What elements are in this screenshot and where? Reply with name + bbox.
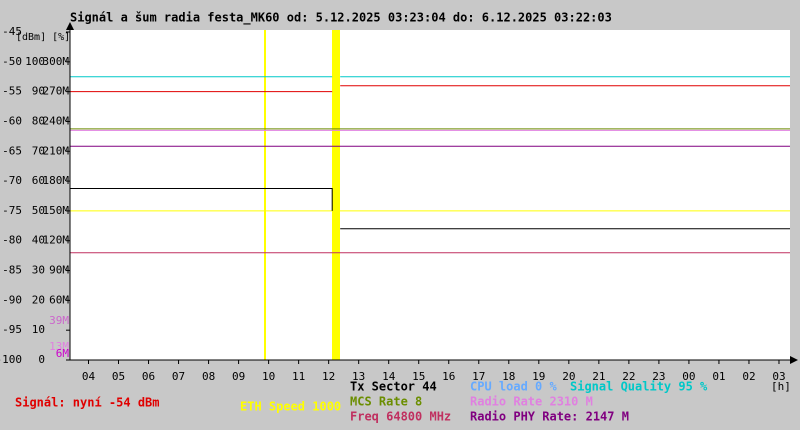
y3-tick-label: 60M [49,293,69,306]
x-tick-label: 11 [292,370,305,383]
y-tick-label: -65 [2,144,22,157]
y-tick-label: -100 [0,353,22,366]
y2-tick-label: 0 [38,353,45,366]
x-tick-label: 16 [442,370,455,383]
legend-entry: Radio PHY Rate: 2147 M [470,410,629,424]
y3-tick-label: 180M [43,174,70,187]
x-tick-label: 09 [232,370,245,383]
y-tick-label: -75 [2,204,22,217]
legend-entry: Signál: nyní -54 dBm [15,396,160,410]
y3-tick-label: 240M [43,114,70,127]
x-tick-label: 00 [682,370,695,383]
y3-marker-label: 6M [56,347,70,360]
legend-entry: MCS Rate 8 [350,395,422,409]
y-tick-label: -55 [2,85,22,98]
y3-marker-label: 39M [49,314,69,327]
y2-tick-label: 50 [32,204,45,217]
y3-tick-label: 210M [43,144,70,157]
y3-marker-label: 13M [49,340,69,353]
y-tick-label: -80 [2,234,22,247]
legend-entry: CPU load 0 % [470,380,557,394]
y2-tick-label: 100 [25,55,45,68]
y3-tick-label: 300M [43,55,70,68]
x-tick-label: 20 [562,370,575,383]
y2-tick-label: 10 [32,323,45,336]
x-tick-label: 10 [262,370,275,383]
y2-tick-label: 30 [32,264,45,277]
y-tick-label: -85 [2,264,22,277]
x-tick-label: 17 [472,370,485,383]
y-tick-label: -70 [2,174,22,187]
legend-entry: Signal Quality 95 % [570,380,708,394]
x-tick-label: 15 [412,370,425,383]
x-tick-label: 03 [772,370,785,383]
x-tick-label: 12 [322,370,335,383]
y-unit-label: [dBm] [%] [16,32,70,43]
y2-tick-label: 40 [32,234,45,247]
y-tick-label: -50 [2,55,22,68]
legend-entry: Radio Rate 2310 M [470,395,593,409]
y3-tick-label: 120M [43,234,70,247]
x-tick-label: 08 [202,370,215,383]
outage-band [332,30,340,360]
x-tick-label: 04 [82,370,96,383]
x-tick-label: 13 [352,370,365,383]
x-tick-label: 18 [502,370,515,383]
y2-tick-label: 60 [32,174,45,187]
series-line [70,188,790,230]
y2-tick-label: 80 [32,114,45,127]
chart-title: Signál a šum radia festa_MK60 od: 5.12.2… [70,11,612,26]
x-tick-label: 02 [742,370,755,383]
y-tick-label: -45 [2,25,22,38]
x-tick-label: 23 [652,370,665,383]
plot-area [70,30,790,360]
y3-tick-label: 270M [43,85,70,98]
legend-entry: Freq 64800 MHz [350,410,451,424]
y3-tick-label: 150M [43,204,70,217]
y-tick-label: -90 [2,293,22,306]
x-tick-label: 06 [142,370,155,383]
legend-entry: ETH Speed 1000 [240,400,341,414]
x-tick-label: 01 [712,370,725,383]
x-tick-label: 19 [532,370,545,383]
x-tick-label: 05 [112,370,125,383]
y2-tick-label: 70 [32,144,45,157]
x-tick-label: 22 [622,370,635,383]
x-tick-label: 07 [172,370,185,383]
y2-tick-label: 20 [32,293,45,306]
y2-tick-label: 90 [32,85,45,98]
y-arrow [66,22,74,30]
x-tick-label: 14 [382,370,396,383]
y-tick-label: -95 [2,323,22,336]
y3-tick-label: 90M [49,264,69,277]
x-arrow [790,356,798,364]
legend-entry: Tx Sector 44 [350,380,437,394]
y-tick-label: -60 [2,114,22,127]
x-unit-label: [h] [771,380,791,393]
x-tick-label: 21 [592,370,605,383]
